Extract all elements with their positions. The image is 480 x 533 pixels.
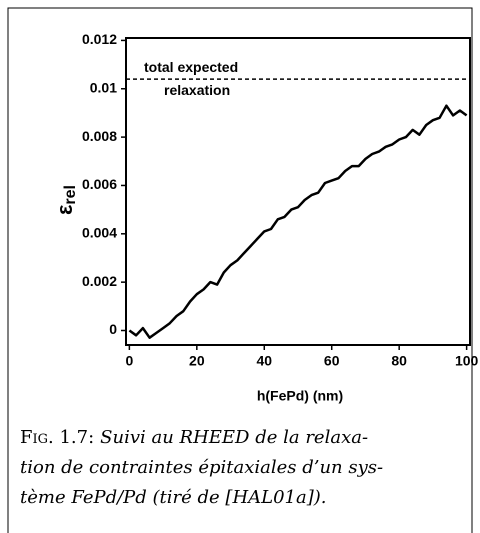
caption-line: Fig. 1.7: Suivi au RHEED de la relaxa- xyxy=(20,427,368,448)
x-tick-label: 40 xyxy=(256,353,272,369)
y-label-subscript: rel xyxy=(62,185,79,205)
x-tick-label: 60 xyxy=(324,353,340,369)
plot-frame xyxy=(125,37,471,346)
reference-label: relaxation xyxy=(164,82,230,98)
y-tick-label: 0.004 xyxy=(82,225,117,241)
reference-label: total expected xyxy=(144,59,238,75)
y-axis-label: εrel xyxy=(52,185,79,215)
x-axis-label: h(FePd) (nm) xyxy=(257,388,343,404)
caption-line: tion de contraintes épitaxiales d’un sys… xyxy=(20,457,383,478)
x-tick-label: 20 xyxy=(189,353,205,369)
y-tick-label: 0.01 xyxy=(90,79,117,95)
x-tick-label: 80 xyxy=(391,353,407,369)
figure-frame xyxy=(7,7,473,533)
x-tick-label: 0 xyxy=(125,353,133,369)
y-tick-label: 0.012 xyxy=(82,31,117,47)
x-tick-label: 100 xyxy=(455,353,479,369)
y-tick-label: 0.008 xyxy=(82,128,117,144)
y-tick-label: 0.006 xyxy=(82,176,117,192)
y-label-symbol: ε xyxy=(52,204,77,215)
data-line xyxy=(128,104,468,339)
caption-label: Fig. 1.7: xyxy=(20,427,94,448)
y-tick-label: 0 xyxy=(109,321,117,337)
y-tick-label: 0.002 xyxy=(82,273,117,289)
caption-line: tème FePd/Pd (tiré de [HAL01a]). xyxy=(20,487,327,508)
caption-text: Suivi au RHEED de la relaxa- xyxy=(100,427,368,448)
